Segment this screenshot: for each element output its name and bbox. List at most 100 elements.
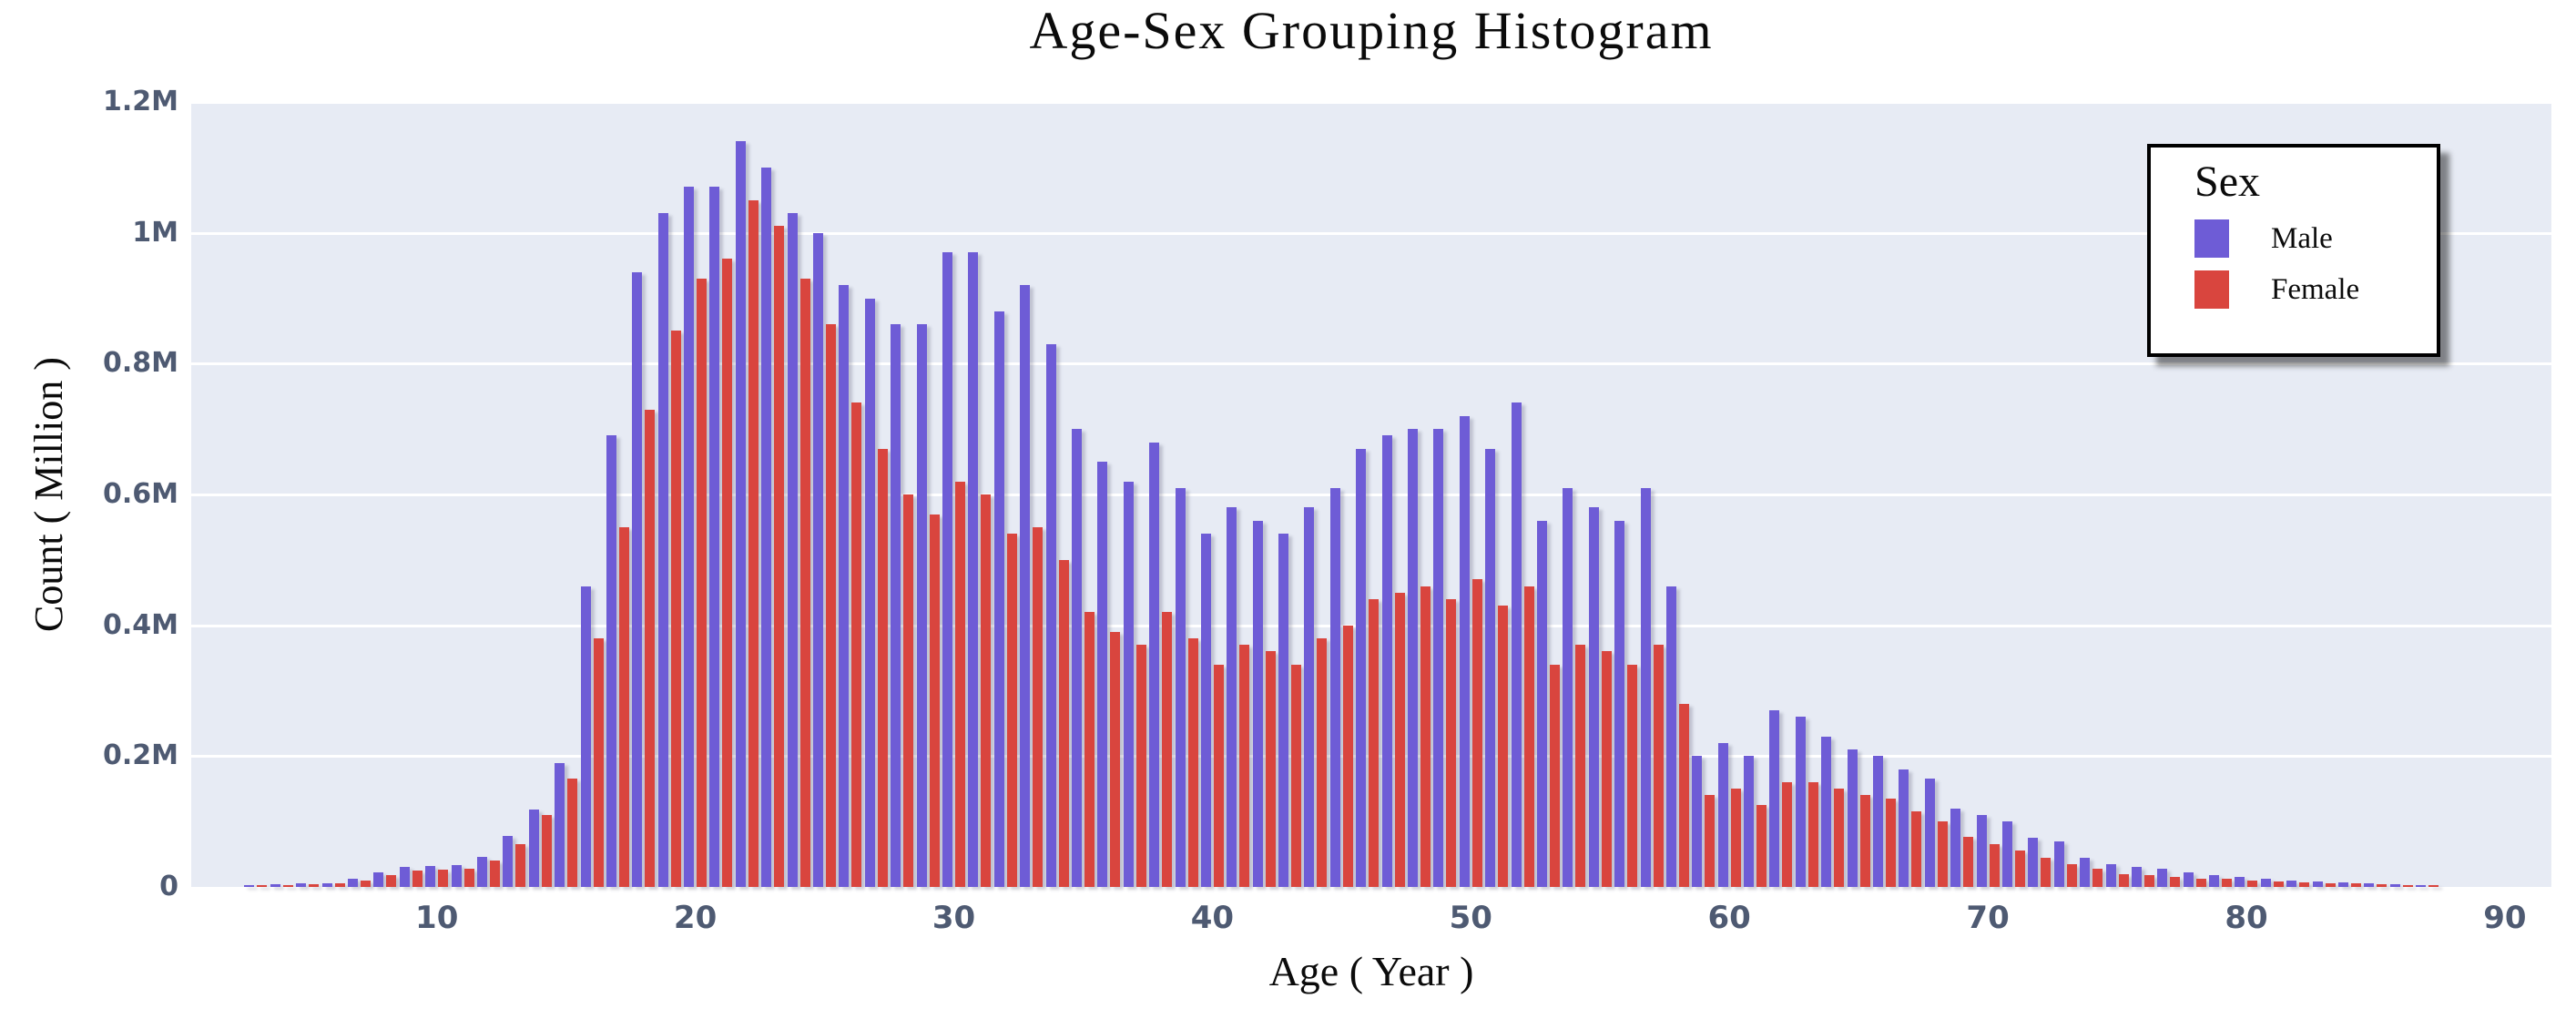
- bar-male-age-47: [1381, 435, 1392, 887]
- bar-female-age-85: [2377, 884, 2388, 887]
- bar-male-age-41: [1227, 507, 1237, 887]
- bar-female-age-62: [1782, 782, 1793, 887]
- bar-female-age-35: [1084, 612, 1095, 887]
- bar-female-age-83: [2325, 882, 2336, 887]
- bar-female-age-14: [541, 814, 552, 887]
- x-tick-label-50: 50: [1449, 900, 1492, 936]
- bar-male-age-38: [1149, 442, 1160, 887]
- bar-female-age-84: [2351, 883, 2362, 887]
- bar-female-age-57: [1653, 645, 1664, 887]
- bar-male-age-74: [2080, 857, 2091, 887]
- bar-female-age-52: [1523, 586, 1534, 887]
- legend-item-female: Female: [2194, 270, 2437, 309]
- x-tick-label-60: 60: [1707, 900, 1751, 936]
- bar-male-age-24: [787, 213, 798, 887]
- bar-female-age-56: [1627, 664, 1638, 887]
- bar-female-age-82: [2299, 881, 2310, 887]
- bar-female-age-24: [799, 278, 810, 887]
- bar-male-age-11: [451, 865, 462, 887]
- bar-male-age-79: [2209, 875, 2220, 887]
- bar-male-age-43: [1278, 534, 1289, 887]
- y-tick-label-0.6M: 0.6M: [103, 478, 178, 510]
- x-tick-label-30: 30: [932, 900, 976, 936]
- bar-female-age-59: [1705, 795, 1716, 887]
- bar-female-age-27: [877, 448, 888, 887]
- x-tick-label-10: 10: [415, 900, 459, 936]
- y-tick-label-1M: 1M: [132, 216, 178, 249]
- x-axis-title: Age ( Year ): [1268, 948, 1474, 994]
- bar-male-age-77: [2157, 868, 2168, 887]
- y-tick-label-0.4M: 0.4M: [103, 608, 178, 641]
- bar-female-age-17: [618, 526, 629, 887]
- bar-female-age-40: [1213, 664, 1224, 887]
- bar-male-age-31: [968, 252, 979, 887]
- bar-male-age-49: [1433, 429, 1444, 887]
- bar-male-age-44: [1304, 507, 1315, 887]
- gridline-0.8M: [191, 362, 2551, 366]
- bar-female-age-7: [361, 880, 372, 887]
- bar-female-age-37: [1135, 645, 1146, 887]
- bar-male-age-78: [2183, 872, 2194, 887]
- bar-female-age-70: [1989, 844, 2000, 887]
- gridline-0.6M: [191, 494, 2551, 496]
- bar-male-age-75: [2105, 863, 2116, 887]
- bar-male-age-82: [2286, 880, 2297, 887]
- bar-female-age-11: [463, 868, 474, 887]
- x-tick-label-20: 20: [673, 900, 718, 936]
- bar-female-age-78: [2195, 878, 2206, 887]
- bar-female-age-72: [2041, 857, 2052, 887]
- bar-male-age-17: [606, 435, 616, 887]
- bar-male-age-63: [1795, 717, 1806, 887]
- bar-male-age-16: [580, 586, 591, 887]
- bar-male-age-72: [2028, 838, 2039, 887]
- legend-title: Sex: [2194, 158, 2260, 206]
- bar-male-age-30: [942, 252, 952, 887]
- bar-male-age-28: [891, 324, 901, 887]
- bar-female-age-81: [2273, 881, 2284, 887]
- bar-male-age-81: [2260, 879, 2271, 887]
- bar-female-age-26: [851, 402, 862, 887]
- bar-male-age-73: [2053, 841, 2064, 887]
- x-tick-label-70: 70: [1966, 900, 2010, 936]
- bar-male-age-50: [1459, 415, 1470, 887]
- bar-male-age-64: [1821, 736, 1832, 887]
- bar-male-age-56: [1614, 520, 1625, 887]
- bar-female-age-13: [515, 843, 526, 887]
- y-tick-label-0.2M: 0.2M: [103, 739, 178, 772]
- bar-male-age-20: [684, 187, 695, 887]
- bar-female-age-16: [593, 638, 604, 887]
- bar-female-age-79: [2222, 879, 2233, 887]
- bar-female-age-76: [2143, 875, 2154, 887]
- bar-male-age-61: [1744, 756, 1755, 887]
- bar-male-age-54: [1563, 487, 1573, 887]
- bar-female-age-33: [1033, 526, 1044, 887]
- x-tick-label-40: 40: [1190, 900, 1235, 936]
- bar-female-age-18: [645, 409, 656, 887]
- bar-male-age-65: [1847, 749, 1858, 887]
- bar-female-age-86: [2402, 884, 2413, 887]
- bar-female-age-73: [2066, 863, 2077, 887]
- bar-male-age-3: [244, 884, 255, 887]
- bar-male-age-5: [296, 883, 307, 887]
- gridline-1.2M: [191, 101, 2551, 104]
- bar-female-age-50: [1471, 579, 1482, 887]
- bar-male-age-48: [1408, 429, 1419, 887]
- bar-female-age-71: [2014, 851, 2025, 887]
- bar-male-age-52: [1511, 402, 1522, 887]
- bar-female-age-12: [489, 861, 500, 887]
- bar-male-age-23: [761, 167, 772, 887]
- bar-male-age-59: [1692, 756, 1703, 887]
- bar-male-age-86: [2389, 884, 2400, 887]
- bar-male-age-13: [503, 835, 514, 887]
- bar-female-age-46: [1369, 598, 1380, 887]
- bar-male-age-57: [1640, 487, 1651, 887]
- bar-female-age-47: [1394, 592, 1405, 887]
- bar-male-age-58: [1665, 586, 1676, 887]
- bar-male-age-85: [2364, 883, 2375, 887]
- bar-male-age-69: [1950, 808, 1961, 887]
- bar-male-age-10: [425, 866, 436, 887]
- bar-male-age-62: [1769, 710, 1780, 887]
- bar-female-age-80: [2247, 880, 2258, 887]
- bar-female-age-45: [1342, 625, 1353, 887]
- legend-item-male: Male: [2194, 219, 2437, 258]
